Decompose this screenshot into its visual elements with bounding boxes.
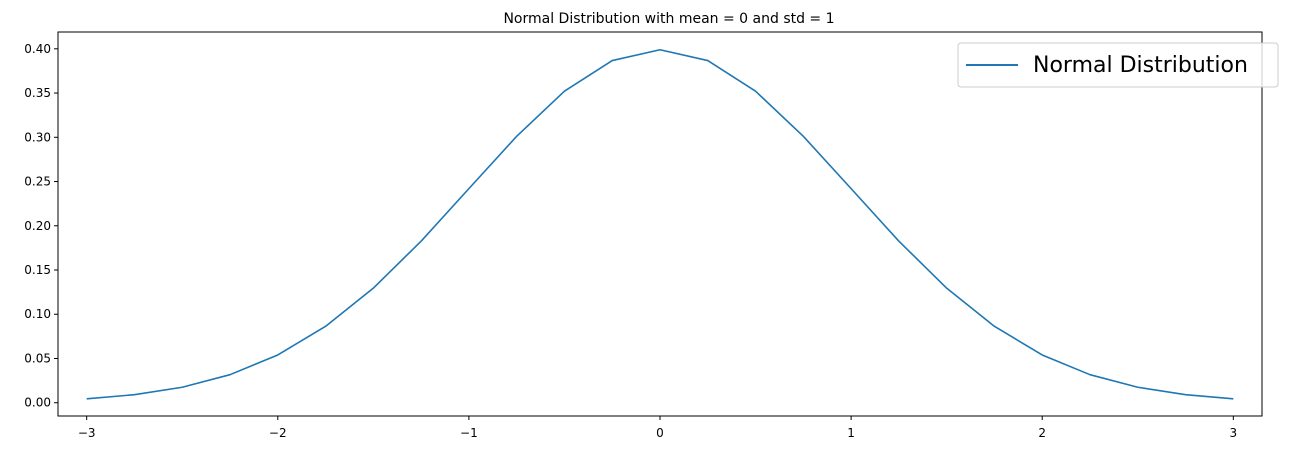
legend-box: [957, 42, 1279, 88]
y-tick-label: 0.15: [24, 263, 51, 277]
x-tick-label: 3: [1230, 426, 1238, 440]
y-tick-label: 0.35: [24, 86, 51, 100]
legend-label: Normal Distribution: [1033, 53, 1248, 78]
y-tick-label: 0.25: [24, 175, 51, 189]
x-tick-label: −2: [269, 426, 287, 440]
y-tick-label: 0.20: [24, 219, 51, 233]
series-layer: [86, 48, 1234, 400]
y-tick-label: 0.30: [24, 130, 51, 144]
y-tick-label: 0.00: [24, 396, 51, 410]
legend: Normal Distribution: [957, 42, 1279, 88]
y-axis: 0.00 0.05 0.10 0.15 0.20 0.25 0.30 0.35 0.40: [24, 42, 58, 410]
x-axis: −3 −2 −1 0 1 2 3: [78, 416, 1237, 440]
x-tick-label: 0: [656, 426, 664, 440]
chart-title: Normal Distribution with mean = 0 and st…: [503, 11, 834, 27]
y-tick-label: 0.40: [24, 42, 51, 56]
series-line: [86, 48, 1234, 400]
plot-frame: [57, 31, 1263, 417]
x-tick-label: −3: [78, 426, 96, 440]
x-tick-label: 1: [847, 426, 855, 440]
y-tick-label: 0.05: [24, 351, 51, 365]
x-tick-label: −1: [460, 426, 478, 440]
x-tick-label: 2: [1038, 426, 1046, 440]
y-tick-label: 0.10: [24, 307, 51, 321]
